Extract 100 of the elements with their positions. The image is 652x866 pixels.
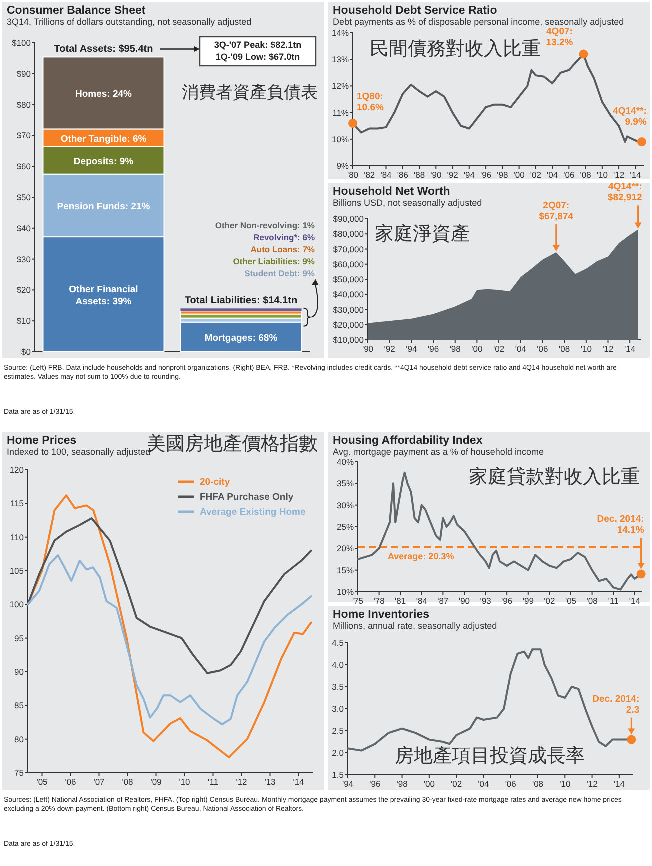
x-tick-label: '07 bbox=[94, 777, 106, 787]
y-tick-label: $40,000 bbox=[333, 290, 364, 300]
total-label: Total Liabilities: $14.1tn bbox=[184, 295, 298, 306]
annotation: 家庭淨資產 bbox=[375, 223, 470, 245]
x-tick-label: '00 bbox=[514, 170, 526, 180]
y-tick-label: $80 bbox=[16, 100, 32, 110]
x-tick-label: '06 bbox=[65, 777, 77, 787]
x-tick-label: '14 bbox=[630, 170, 642, 180]
x-tick-label: '86 bbox=[397, 170, 409, 180]
x-tick-label: '08 bbox=[122, 777, 134, 787]
y-tick-label: 80 bbox=[14, 734, 24, 744]
y-tick-label: $70,000 bbox=[333, 244, 364, 254]
x-tick-label: '04 bbox=[515, 344, 527, 354]
y-tick-label: 4.0 bbox=[332, 660, 344, 670]
y-tick-label: 95 bbox=[14, 633, 24, 644]
line-series bbox=[27, 517, 312, 674]
x-tick-label: '81 bbox=[395, 596, 406, 606]
x-tick-label: '00 bbox=[424, 779, 436, 789]
annotation: 4Q14**: $82,912 bbox=[608, 182, 642, 204]
legend-label: FHFA Purchase Only bbox=[200, 492, 294, 503]
chart-title: Consumer Balance Sheet bbox=[7, 5, 146, 17]
x-tick-label: '02 bbox=[494, 344, 505, 354]
x-tick-label: '90 bbox=[430, 170, 442, 180]
y-tick-label: 90 bbox=[14, 667, 24, 677]
chart-subtitle: Indexed to 100, seasonally adjusted bbox=[7, 447, 151, 457]
x-tick-label: '88 bbox=[414, 170, 426, 180]
legend-label: Average Existing Home bbox=[200, 507, 306, 518]
annotation: Other Financial Assets: 39% bbox=[69, 284, 138, 308]
x-tick-label: '84 bbox=[416, 596, 428, 606]
y-tick-label: $30 bbox=[16, 254, 32, 264]
legend-label: 20-city bbox=[200, 477, 231, 488]
x-tick-label: '08 bbox=[559, 344, 570, 354]
y-tick-label: $30,000 bbox=[333, 304, 364, 315]
chart-title: Household Net Worth bbox=[333, 186, 450, 198]
annotation: Mortgages: 68% bbox=[204, 333, 278, 344]
x-tick-label: '10 bbox=[596, 170, 608, 180]
x-tick-label: '96 bbox=[502, 596, 513, 606]
y-tick-label: 40% bbox=[336, 457, 354, 467]
x-tick-label: '94 bbox=[342, 779, 354, 789]
x-tick-label: '96 bbox=[428, 344, 440, 354]
y-tick-label: $40 bbox=[16, 223, 32, 234]
y-tick-label: $60 bbox=[16, 162, 32, 172]
y-tick-label: 30% bbox=[336, 500, 354, 510]
x-tick-label: '04 bbox=[478, 779, 490, 789]
x-tick-label: '13 bbox=[264, 777, 276, 787]
chart-subtitle: Billions USD, not seasonally adjusted bbox=[333, 198, 482, 208]
x-tick-label: '75 bbox=[352, 596, 364, 606]
y-tick-label: 10% bbox=[332, 134, 350, 144]
y-tick-label: 85 bbox=[14, 700, 24, 711]
y-tick-label: $10 bbox=[16, 316, 32, 326]
y-tick-label: 20% bbox=[336, 544, 354, 554]
x-tick-label: '99 bbox=[522, 596, 534, 606]
x-tick-label: '10 bbox=[580, 344, 592, 354]
x-tick-label: '06 bbox=[537, 344, 549, 354]
x-tick-label: '87 bbox=[438, 596, 450, 606]
annotation: 2Q07: $67,874 bbox=[539, 200, 574, 222]
chart-title: Home Inventories bbox=[333, 609, 430, 621]
chart-title: Home Prices bbox=[7, 435, 77, 447]
x-tick-label: '94 bbox=[464, 170, 476, 180]
annotation: Other Tangible: 6% bbox=[60, 134, 148, 145]
x-tick-label: '05 bbox=[36, 777, 48, 787]
y-tick-label: $60,000 bbox=[333, 259, 364, 270]
y-tick-label: 4.5 bbox=[332, 638, 344, 648]
chart-subtitle: Millions, annual rate, seasonally adjusted bbox=[333, 621, 498, 631]
x-tick-label: '02 bbox=[544, 596, 556, 606]
x-tick-label: '94 bbox=[406, 344, 418, 354]
annotation: Revolving*: 6% bbox=[254, 232, 316, 242]
x-tick-label: '92 bbox=[384, 344, 396, 354]
x-tick-label: '90 bbox=[362, 344, 374, 354]
y-tick-label: 15% bbox=[336, 565, 354, 576]
x-tick-label: '98 bbox=[396, 779, 408, 789]
x-tick-label: '14 bbox=[629, 596, 641, 606]
y-tick-label: 2.5 bbox=[332, 726, 344, 736]
annotation: Homes: 24% bbox=[76, 89, 133, 100]
x-tick-label: '00 bbox=[472, 344, 484, 354]
x-tick-label: '10 bbox=[179, 777, 191, 787]
x-tick-label: '84 bbox=[380, 170, 392, 180]
annotation: 房地產項目投資成長率 bbox=[395, 745, 585, 767]
y-tick-label: $100 bbox=[12, 38, 32, 48]
x-tick-label: '82 bbox=[364, 170, 376, 180]
annotation: 4Q14**: 9.9% bbox=[613, 106, 648, 128]
x-tick-label: '09 bbox=[150, 777, 162, 787]
y-tick-label: 110 bbox=[10, 532, 24, 542]
y-tick-label: $80,000 bbox=[333, 229, 364, 240]
y-tick-label: 25% bbox=[336, 522, 354, 532]
y-tick-label: 3.0 bbox=[332, 704, 344, 714]
x-tick-label: '11 bbox=[208, 777, 219, 787]
x-tick-label: '93 bbox=[480, 596, 492, 606]
x-tick-label: '08 bbox=[586, 596, 598, 606]
x-tick-label: '05 bbox=[565, 596, 577, 606]
y-tick-label: 9% bbox=[336, 161, 350, 171]
annotation: Student Debt: 9% bbox=[244, 268, 316, 278]
annotation: 消費者資產負債表 bbox=[182, 83, 318, 102]
annotation: Deposits: 9% bbox=[74, 156, 134, 168]
annotation: Other Liabilities: 9% bbox=[233, 256, 316, 266]
annotation: Dec. 2014: 2.3 bbox=[592, 694, 640, 716]
y-tick-label: $90,000 bbox=[333, 214, 364, 224]
chart-subtitle: 3Q14, Trillions of dollars outstanding, not seasonally adjusted bbox=[7, 17, 252, 27]
x-tick-label: '11 bbox=[608, 596, 620, 606]
y-tick-label: 13% bbox=[332, 54, 350, 65]
